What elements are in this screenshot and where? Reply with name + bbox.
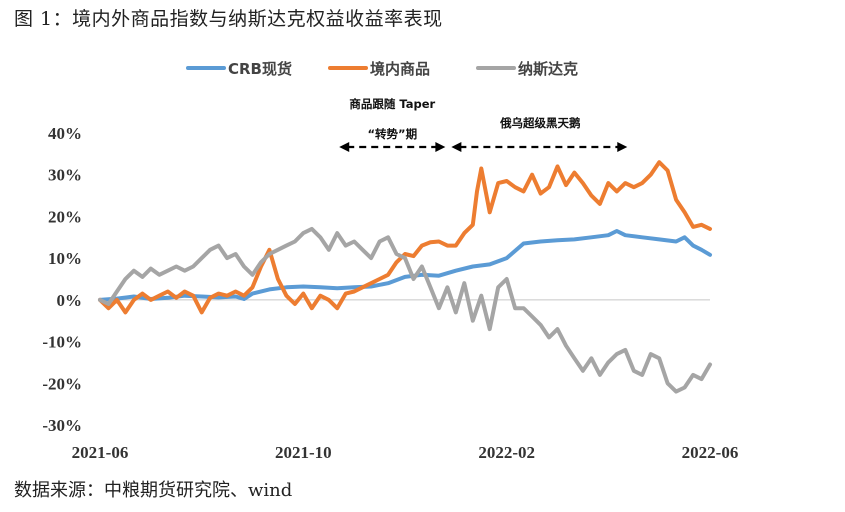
chart-series bbox=[98, 160, 712, 394]
arrow-head bbox=[451, 142, 462, 152]
annotation-label: 商品跟随 Taper bbox=[349, 97, 435, 111]
line-chart: CRB现货 境内商品 纳斯达克 商品跟随 Taper “转势”期 俄乌超级黑天鹅 -30… bbox=[42, 60, 738, 462]
annotation-label: “转势”期 bbox=[367, 127, 417, 141]
figure-title: 图 1：境内外商品指数与纳斯达克权益收益率表现 bbox=[14, 8, 443, 30]
legend-label: 境内商品 bbox=[370, 60, 430, 78]
arrow-head bbox=[435, 142, 446, 152]
y-tick-label: 10% bbox=[48, 249, 82, 268]
arrow-head bbox=[617, 142, 628, 152]
x-tick-label: 2022-06 bbox=[682, 443, 739, 462]
series-line-境内商品 bbox=[98, 160, 712, 315]
annotation-label: 俄乌超级黑天鹅 bbox=[499, 116, 581, 130]
data-source-note: 数据来源：中粮期货研究院、wind bbox=[14, 480, 293, 501]
y-tick-label: -10% bbox=[42, 333, 82, 352]
legend-label: CRB现货 bbox=[228, 60, 292, 78]
x-tick-label: 2022-02 bbox=[478, 443, 535, 462]
y-tick-label: 0% bbox=[57, 291, 83, 310]
y-tick-label: 30% bbox=[48, 166, 82, 185]
y-tick-label: 20% bbox=[48, 207, 82, 226]
legend-label: 纳斯达克 bbox=[518, 60, 578, 78]
chart-axes: -30% -20% -10% 0% 10% 20% 30% 40% 2021-06 2021-10… bbox=[42, 124, 738, 462]
arrow-head bbox=[339, 142, 350, 152]
y-tick-label: -20% bbox=[42, 374, 82, 393]
y-tick-label: -30% bbox=[42, 416, 82, 435]
y-tick-label: 40% bbox=[48, 124, 82, 143]
series-line-纳斯达克 bbox=[98, 226, 712, 394]
chart-legend: CRB现货 境内商品 纳斯达克 bbox=[186, 60, 578, 78]
x-tick-label: 2021-06 bbox=[72, 443, 129, 462]
x-tick-label: 2021-10 bbox=[275, 443, 332, 462]
chart-annotations: 商品跟随 Taper “转势”期 俄乌超级黑天鹅 bbox=[339, 97, 628, 152]
